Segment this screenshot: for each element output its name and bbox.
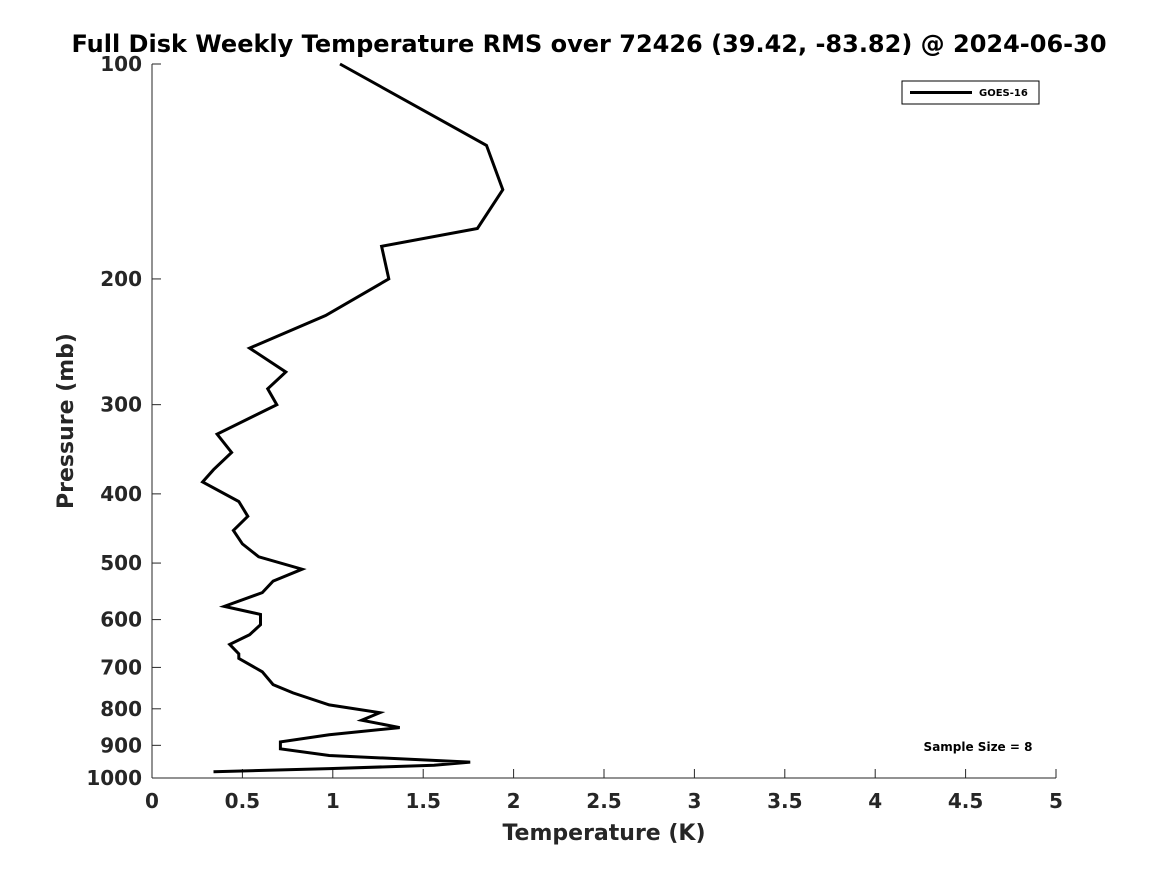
chart-title: Full Disk Weekly Temperature RMS over 72… bbox=[71, 30, 1106, 58]
y-tick-label: 800 bbox=[100, 697, 142, 721]
x-tick-label: 4 bbox=[868, 789, 882, 813]
y-tick-label: 300 bbox=[100, 393, 142, 417]
y-tick-label: 400 bbox=[100, 482, 142, 506]
y-tick-label: 1000 bbox=[86, 766, 142, 790]
y-tick-label: 700 bbox=[100, 655, 142, 679]
y-tick-label: 900 bbox=[100, 733, 142, 757]
y-tick-label: 200 bbox=[100, 267, 142, 291]
y-axis-label: Pressure (mb) bbox=[54, 333, 79, 509]
sample-size-annotation: Sample Size = 8 bbox=[924, 740, 1033, 754]
x-tick-label: 0.5 bbox=[225, 789, 260, 813]
legend-label-goes-16: GOES-16 bbox=[979, 88, 1028, 99]
x-axis-label: Temperature (K) bbox=[502, 821, 705, 846]
y-tick-label: 600 bbox=[100, 608, 142, 632]
x-tick-label: 4.5 bbox=[948, 789, 983, 813]
axes: 0 0.5 1 1.5 2 2.5 3 3.5 4 4.5 5 100 200 300 400 500 600 7… bbox=[86, 52, 1063, 813]
y-tick-label: 500 bbox=[100, 551, 142, 575]
x-tick-label: 5 bbox=[1049, 789, 1063, 813]
x-tick-label: 2 bbox=[507, 789, 521, 813]
x-tick-label: 3.5 bbox=[767, 789, 802, 813]
x-tick-label: 3 bbox=[687, 789, 701, 813]
y-tick-label: 100 bbox=[100, 52, 142, 76]
series-line-goes-16 bbox=[200, 62, 505, 774]
x-tick-label: 1 bbox=[326, 789, 340, 813]
legend: GOES-16 bbox=[901, 80, 1040, 105]
x-tick-label: 0 bbox=[145, 789, 159, 813]
x-tick-label: 1.5 bbox=[405, 789, 440, 813]
x-tick-label: 2.5 bbox=[586, 789, 621, 813]
plot-area bbox=[200, 62, 505, 774]
